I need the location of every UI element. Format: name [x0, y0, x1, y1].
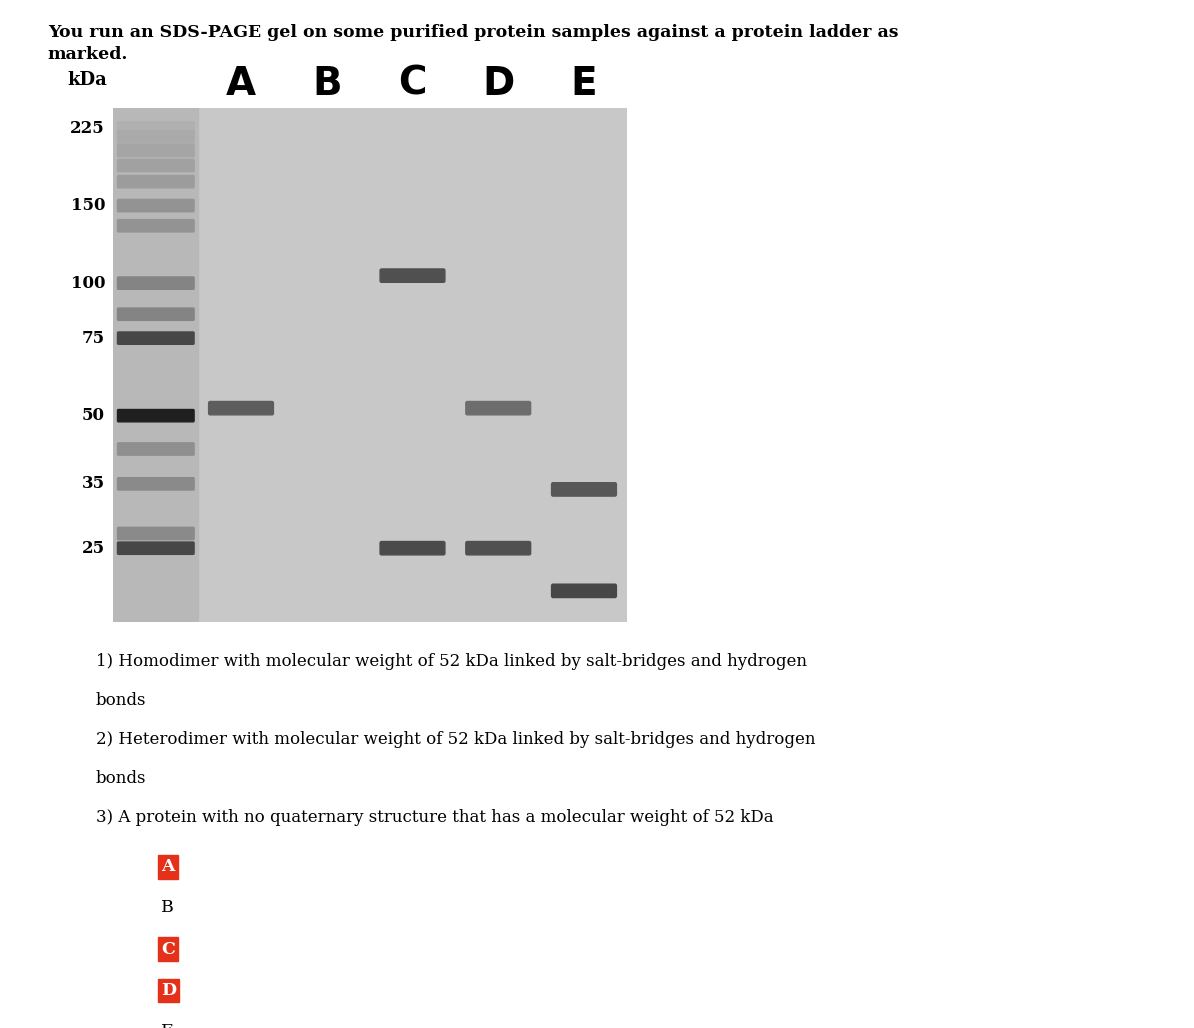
Text: 3) A protein with no quaternary structure that has a molecular weight of 52 kDa: 3) A protein with no quaternary structur…: [96, 809, 774, 827]
FancyBboxPatch shape: [552, 584, 616, 597]
FancyBboxPatch shape: [380, 269, 445, 283]
Text: 1) Homodimer with molecular weight of 52 kDa linked by salt-bridges and hydrogen: 1) Homodimer with molecular weight of 52…: [96, 653, 806, 670]
Text: D: D: [482, 65, 515, 103]
Text: bonds: bonds: [96, 692, 146, 709]
Text: A: A: [226, 65, 256, 103]
Text: 225: 225: [70, 119, 105, 137]
Text: 150: 150: [70, 197, 105, 214]
Bar: [113, 108, 198, 622]
FancyBboxPatch shape: [466, 402, 530, 415]
FancyBboxPatch shape: [117, 199, 195, 212]
Text: B: B: [161, 900, 174, 917]
Text: kDa: kDa: [68, 71, 107, 89]
Text: bonds: bonds: [96, 770, 146, 787]
FancyBboxPatch shape: [117, 308, 195, 321]
Text: C: C: [399, 65, 426, 103]
Text: D: D: [161, 982, 177, 999]
FancyBboxPatch shape: [466, 542, 530, 555]
Text: 25: 25: [82, 540, 105, 557]
FancyBboxPatch shape: [380, 542, 445, 555]
FancyBboxPatch shape: [117, 176, 195, 188]
Text: A: A: [161, 858, 174, 876]
FancyBboxPatch shape: [117, 159, 195, 172]
FancyBboxPatch shape: [117, 542, 195, 554]
Text: 75: 75: [82, 330, 105, 346]
Text: E: E: [571, 65, 597, 103]
FancyBboxPatch shape: [209, 402, 273, 415]
Text: B: B: [312, 65, 341, 103]
Text: C: C: [161, 941, 176, 958]
FancyBboxPatch shape: [117, 527, 195, 540]
FancyBboxPatch shape: [117, 122, 195, 135]
Text: 50: 50: [82, 407, 105, 425]
FancyBboxPatch shape: [117, 332, 195, 344]
FancyBboxPatch shape: [117, 131, 195, 143]
FancyBboxPatch shape: [552, 483, 616, 497]
Text: You run an SDS-PAGE gel on some purified protein samples against a protein ladde: You run an SDS-PAGE gel on some purified…: [48, 24, 898, 41]
FancyBboxPatch shape: [117, 145, 195, 157]
FancyBboxPatch shape: [117, 409, 195, 421]
FancyBboxPatch shape: [117, 220, 195, 232]
FancyBboxPatch shape: [117, 478, 195, 490]
Text: marked.: marked.: [48, 46, 128, 64]
Text: E: E: [161, 1023, 174, 1028]
FancyBboxPatch shape: [117, 443, 195, 455]
Text: 35: 35: [82, 475, 105, 492]
FancyBboxPatch shape: [117, 277, 195, 289]
Text: 2) Heterodimer with molecular weight of 52 kDa linked by salt-bridges and hydrog: 2) Heterodimer with molecular weight of …: [96, 731, 816, 748]
Text: 100: 100: [70, 274, 105, 292]
